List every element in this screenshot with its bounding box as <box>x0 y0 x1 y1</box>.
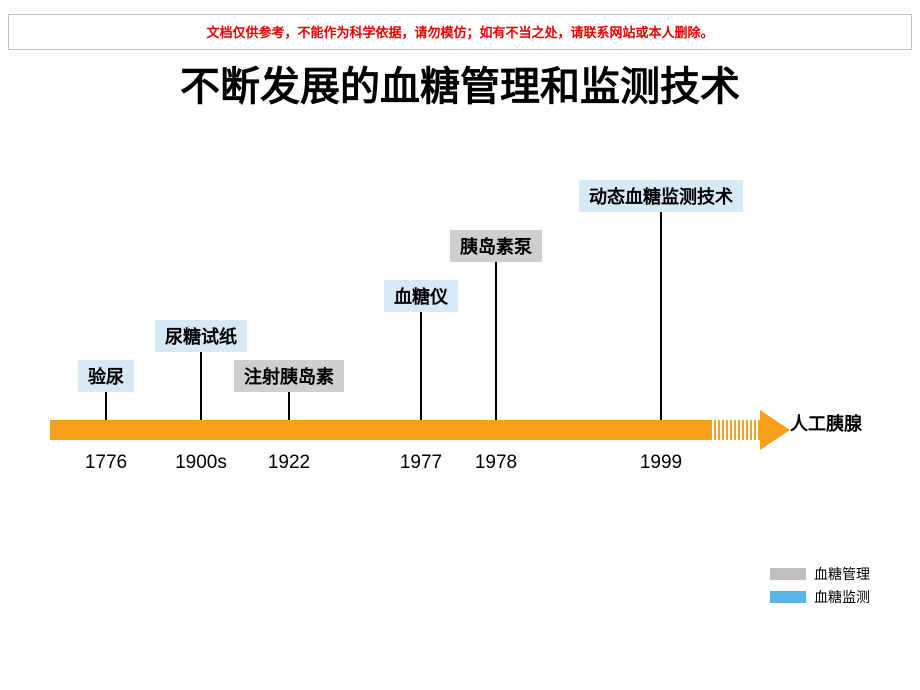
page-title: 不断发展的血糖管理和监测技术 <box>0 54 920 112</box>
timeline-bar <box>50 420 710 440</box>
timeline-event: 验尿1776 <box>105 130 107 490</box>
event-label: 血糖仪 <box>384 280 458 312</box>
legend-label: 血糖监测 <box>814 587 870 607</box>
event-year: 1999 <box>640 452 682 474</box>
timeline-event: 胰岛素泵1978 <box>495 130 497 490</box>
event-year: 1978 <box>475 452 517 474</box>
timeline-end-label: 人工胰腺 <box>790 410 862 436</box>
timeline-event: 注射胰岛素1922 <box>288 130 290 490</box>
event-tick <box>420 308 422 420</box>
event-tick <box>105 388 107 420</box>
legend: 血糖管理血糖监测 <box>770 564 870 610</box>
event-tick <box>660 208 662 420</box>
timeline-event: 尿糖试纸1900s <box>200 130 202 490</box>
legend-label: 血糖管理 <box>814 564 870 584</box>
event-year: 1922 <box>268 452 310 474</box>
timeline-hatch <box>710 420 760 440</box>
legend-row: 血糖管理 <box>770 564 870 584</box>
event-year: 1900s <box>175 452 227 474</box>
timeline: 验尿1776尿糖试纸1900s注射胰岛素1922血糖仪1977胰岛素泵1978动… <box>50 130 870 550</box>
legend-row: 血糖监测 <box>770 587 870 607</box>
event-tick <box>495 258 497 420</box>
event-year: 1977 <box>400 452 442 474</box>
event-year: 1776 <box>85 452 127 474</box>
event-label: 胰岛素泵 <box>450 230 542 262</box>
event-label: 注射胰岛素 <box>234 360 344 392</box>
timeline-arrowhead <box>760 410 790 450</box>
timeline-event: 血糖仪1977 <box>420 130 422 490</box>
event-tick <box>200 348 202 420</box>
event-label: 动态血糖监测技术 <box>579 180 743 212</box>
legend-swatch <box>770 591 806 603</box>
event-label: 验尿 <box>78 360 134 392</box>
timeline-event: 动态血糖监测技术1999 <box>660 130 662 490</box>
disclaimer-text: 文档仅供参考，不能作为科学依据，请勿模仿；如有不当之处，请联系网站或本人删除。 <box>0 22 920 41</box>
event-tick <box>288 388 290 420</box>
legend-swatch <box>770 568 806 580</box>
event-label: 尿糖试纸 <box>155 320 247 352</box>
